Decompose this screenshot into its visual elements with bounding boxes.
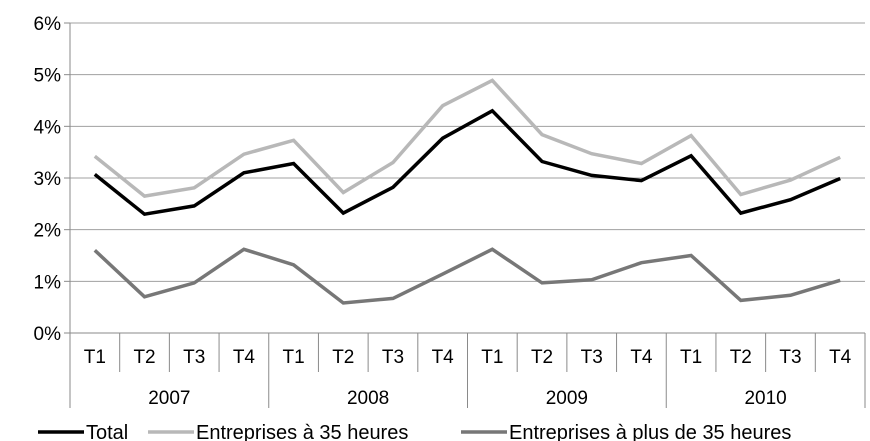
x-tick-label: T1 <box>680 347 702 368</box>
series-lines <box>93 78 841 305</box>
y-tick-label: 4% <box>34 117 62 138</box>
y-tick-label: 3% <box>34 169 62 190</box>
legend: Total Entreprises à 35 heures Entreprises … <box>38 422 791 441</box>
x-group-label: 2008 <box>347 388 389 409</box>
y-tick-label: 5% <box>34 66 62 87</box>
x-tick-label: T1 <box>283 347 305 368</box>
x-tick-label: T4 <box>829 347 852 368</box>
x-axis: T1 T2 T3 T4 T1 T2 T3 T4 T1 T2 T3 T4 T1 T2 T3 T4 2007 2008… <box>70 332 866 409</box>
x-tick-label: T4 <box>432 347 455 368</box>
x-tick-label: T3 <box>779 347 801 368</box>
x-tick-label: T2 <box>332 347 354 368</box>
x-tick-label: T2 <box>133 347 155 368</box>
x-tick-label: T4 <box>630 347 653 368</box>
x-tick-label: T3 <box>382 347 404 368</box>
x-tick-label: T3 <box>581 347 603 368</box>
x-group-label: 2010 <box>744 388 786 409</box>
x-group-label: 2007 <box>148 388 190 409</box>
y-tick-label: 2% <box>34 221 62 242</box>
y-axis: 0% 1% 2% 3% 4% 5% 6% <box>34 14 71 408</box>
legend-label: Total <box>86 422 128 441</box>
x-tick-label: T3 <box>183 347 205 368</box>
legend-label: Entreprises à 35 heures <box>196 422 408 441</box>
x-tick-label: T2 <box>531 347 553 368</box>
y-tick-label: 1% <box>34 272 62 293</box>
x-tick-label: T1 <box>84 347 106 368</box>
legend-label: Entreprises à plus de 35 heures <box>509 422 791 441</box>
x-tick-label: T2 <box>730 347 752 368</box>
y-tick-label: 6% <box>34 14 62 35</box>
x-group-label: 2009 <box>546 388 588 409</box>
x-tick-label: T4 <box>233 347 256 368</box>
series-line-0 <box>93 108 841 217</box>
grid-lines <box>70 22 865 282</box>
x-tick-label: T1 <box>481 347 503 368</box>
series-line-2 <box>93 247 841 305</box>
y-tick-label: 0% <box>34 324 62 345</box>
series-line-1 <box>93 78 841 198</box>
